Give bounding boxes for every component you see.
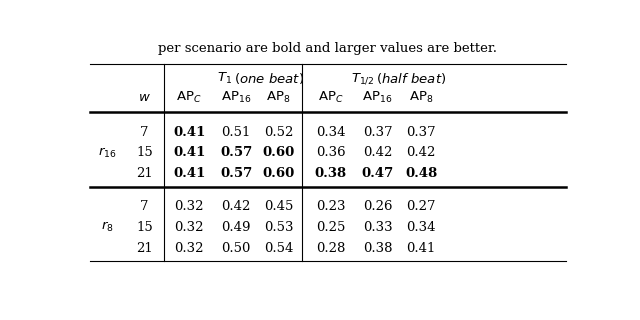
Text: 0.41: 0.41 [173, 167, 205, 180]
Text: 0.47: 0.47 [362, 167, 394, 180]
Text: 0.54: 0.54 [264, 242, 293, 255]
Text: $\mathrm{AP}_{16}$: $\mathrm{AP}_{16}$ [221, 90, 252, 105]
Text: 0.34: 0.34 [406, 221, 436, 234]
Text: $r_8$: $r_8$ [101, 220, 114, 235]
Text: 0.57: 0.57 [220, 167, 252, 180]
Text: 0.42: 0.42 [363, 147, 392, 159]
Text: 0.23: 0.23 [316, 200, 345, 213]
Text: 7: 7 [140, 125, 148, 139]
Text: 0.28: 0.28 [316, 242, 345, 255]
Text: 0.32: 0.32 [174, 221, 204, 234]
Text: 0.50: 0.50 [221, 242, 251, 255]
Text: 0.34: 0.34 [316, 125, 345, 139]
Text: 0.36: 0.36 [316, 147, 346, 159]
Text: 0.60: 0.60 [262, 167, 294, 180]
Text: $\mathrm{AP}_8$: $\mathrm{AP}_8$ [409, 90, 433, 105]
Text: 0.41: 0.41 [173, 147, 205, 159]
Text: 0.49: 0.49 [221, 221, 251, 234]
Text: per scenario are bold and larger values are better.: per scenario are bold and larger values … [159, 42, 497, 55]
Text: 7: 7 [140, 200, 148, 213]
Text: 0.42: 0.42 [406, 147, 436, 159]
Text: 15: 15 [136, 147, 153, 159]
Text: 0.45: 0.45 [264, 200, 293, 213]
Text: $T_{1/2}$: $T_{1/2}$ [351, 71, 376, 86]
Text: 0.53: 0.53 [264, 221, 293, 234]
Text: 0.26: 0.26 [363, 200, 392, 213]
Text: 0.52: 0.52 [264, 125, 293, 139]
Text: 0.60: 0.60 [262, 147, 294, 159]
Text: 0.37: 0.37 [406, 125, 436, 139]
Text: $(one\ beat)$: $(one\ beat)$ [234, 71, 304, 86]
Text: 0.32: 0.32 [174, 200, 204, 213]
Text: 0.48: 0.48 [405, 167, 437, 180]
Text: $(half\ beat)$: $(half\ beat)$ [376, 71, 446, 86]
Text: 0.32: 0.32 [174, 242, 204, 255]
Text: $\mathrm{AP}_8$: $\mathrm{AP}_8$ [266, 90, 291, 105]
Text: 15: 15 [136, 221, 153, 234]
Text: $\mathrm{AP}_{16}$: $\mathrm{AP}_{16}$ [362, 90, 393, 105]
Text: $\mathrm{AP}_C$: $\mathrm{AP}_C$ [177, 90, 202, 105]
Text: 0.33: 0.33 [363, 221, 392, 234]
Text: 0.42: 0.42 [221, 200, 251, 213]
Text: 0.41: 0.41 [406, 242, 436, 255]
Text: 0.27: 0.27 [406, 200, 436, 213]
Text: 0.51: 0.51 [221, 125, 251, 139]
Text: 21: 21 [136, 242, 153, 255]
Text: 0.38: 0.38 [314, 167, 346, 180]
Text: 0.41: 0.41 [173, 125, 205, 139]
Text: 0.37: 0.37 [363, 125, 392, 139]
Text: $w$: $w$ [138, 91, 151, 104]
Text: $r_{16}$: $r_{16}$ [98, 146, 116, 160]
Text: $\mathrm{AP}_C$: $\mathrm{AP}_C$ [317, 90, 343, 105]
Text: 0.57: 0.57 [220, 147, 252, 159]
Text: 21: 21 [136, 167, 153, 180]
Text: 0.38: 0.38 [363, 242, 392, 255]
Text: $T_1$: $T_1$ [218, 71, 234, 86]
Text: 0.25: 0.25 [316, 221, 345, 234]
